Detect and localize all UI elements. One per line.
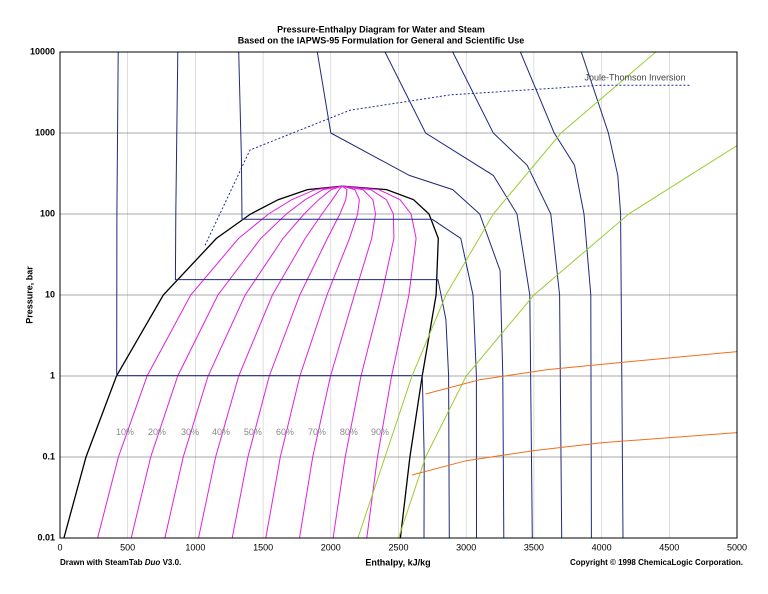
curve xyxy=(204,84,690,246)
x-tick-label: 5000 xyxy=(727,542,747,552)
x-tick-label: 4500 xyxy=(659,542,679,552)
curve xyxy=(452,52,563,538)
curve xyxy=(231,185,348,538)
x-tick-label: 4000 xyxy=(592,542,612,552)
x-tick-label: 1000 xyxy=(185,542,205,552)
x-tick-label: 3000 xyxy=(456,542,476,552)
curves xyxy=(63,52,737,538)
curve xyxy=(411,432,737,476)
annotation: 30% xyxy=(181,427,199,437)
y-tick-label: 1000 xyxy=(35,127,55,137)
plot-frame xyxy=(59,51,738,539)
curve xyxy=(164,185,343,538)
annotation: 40% xyxy=(212,427,230,437)
x-tick-label: 500 xyxy=(120,542,135,552)
curve xyxy=(97,185,343,538)
note-prefix: Drawn with SteamTab xyxy=(60,558,143,567)
annotation: 60% xyxy=(276,427,294,437)
chart-subtitle: Based on the IAPWS-95 Formulation for Ge… xyxy=(238,35,525,45)
curve xyxy=(316,52,505,538)
curve xyxy=(265,185,360,538)
curve xyxy=(384,52,533,538)
annotation: 10% xyxy=(116,427,134,437)
grid xyxy=(59,51,738,539)
x-tick-label: 2000 xyxy=(321,542,341,552)
curve xyxy=(198,185,343,538)
curve xyxy=(425,351,737,395)
y-tick-label: 1 xyxy=(50,370,55,380)
annotation: 80% xyxy=(340,427,358,437)
x-axis-label: Enthalpy, kJ/kg xyxy=(365,557,430,567)
y-tick-label: 100 xyxy=(40,208,55,218)
curve xyxy=(580,52,624,538)
y-tick-label: 0.01 xyxy=(37,532,55,542)
y-tick-label: 10 xyxy=(45,289,55,299)
curve xyxy=(130,185,343,538)
note-product: Duo xyxy=(145,558,161,567)
annotation: 70% xyxy=(308,427,326,437)
y-axis-label: Pressure, bar xyxy=(24,266,34,324)
annotation: 50% xyxy=(244,427,262,437)
footer-note: Drawn with SteamTab Duo V3.0. xyxy=(60,558,181,567)
copyright: Copyright © 1998 ChemicaLogic Corporatio… xyxy=(570,558,743,567)
curve xyxy=(357,52,657,538)
x-tick-label: 0 xyxy=(57,542,62,552)
y-tick-label: 10000 xyxy=(30,46,55,56)
curve xyxy=(332,185,395,538)
y-tick-label: 0.1 xyxy=(42,451,55,461)
x-tick-label: 2500 xyxy=(388,542,408,552)
note-suffix: V3.0. xyxy=(163,558,182,567)
annotation: 20% xyxy=(148,427,166,437)
curve xyxy=(63,185,439,538)
x-tick-label: 1500 xyxy=(253,542,273,552)
curve xyxy=(299,185,377,538)
annotation: Joule-Thomson Inversion xyxy=(585,72,686,82)
curve xyxy=(116,52,425,538)
curve xyxy=(519,52,592,538)
annotation: 90% xyxy=(371,427,389,437)
chart-title: Pressure-Enthalpy Diagram for Water and … xyxy=(277,24,485,34)
x-tick-label: 3500 xyxy=(524,542,544,552)
curve xyxy=(398,145,737,538)
curve xyxy=(342,185,417,538)
curve xyxy=(174,52,450,538)
